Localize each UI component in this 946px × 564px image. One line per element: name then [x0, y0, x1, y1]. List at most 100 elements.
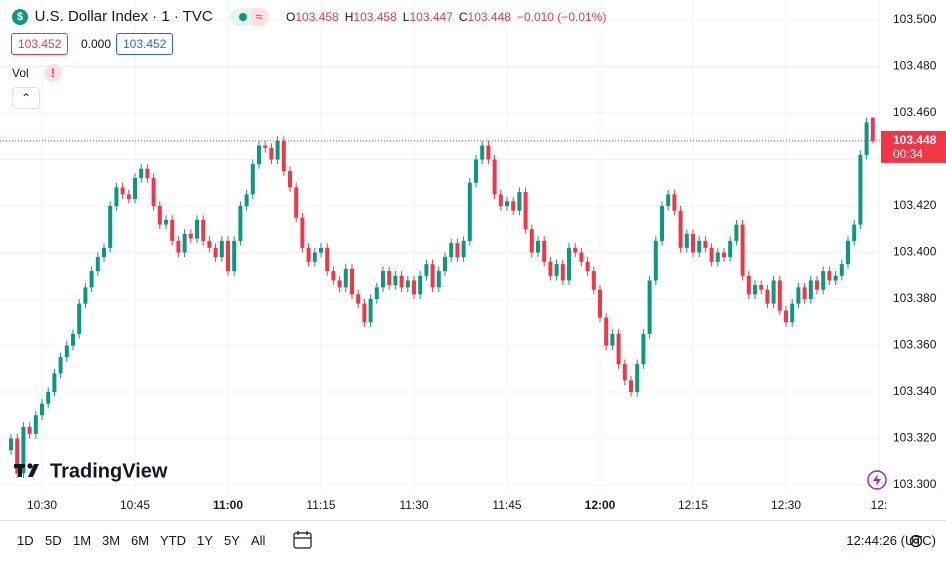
ask-box[interactable]: 103.452 — [116, 33, 174, 55]
candle-body — [58, 357, 63, 374]
y-tick-label: 103.300 — [893, 477, 937, 491]
range-button[interactable]: 3M — [102, 533, 121, 548]
candle-body — [157, 206, 162, 225]
candle-body — [238, 206, 243, 241]
candle-body — [164, 219, 168, 225]
volume-alert[interactable]: ! — [44, 64, 62, 82]
spread: 0.000 — [81, 37, 112, 51]
candle-body — [120, 187, 125, 195]
candle-body — [387, 271, 392, 286]
y-tick-label: 103.460 — [893, 105, 937, 119]
candle-body — [629, 380, 633, 393]
settings-icon[interactable] — [909, 534, 923, 548]
range-button[interactable]: 6M — [131, 533, 150, 548]
candle-body — [777, 280, 782, 311]
y-tick-label: 103.320 — [893, 431, 937, 445]
market-status[interactable]: ≈ — [230, 8, 270, 26]
candle-body — [641, 333, 646, 365]
y-tick-label: 103.500 — [893, 12, 937, 26]
x-tick-label: 10:30 — [27, 498, 57, 512]
ohlc-key: C — [458, 10, 468, 24]
candle-body — [244, 194, 249, 207]
candle-body — [368, 299, 373, 323]
candle-body — [188, 233, 193, 239]
collapse-button[interactable]: ⌃ — [12, 87, 40, 109]
candle-body — [622, 364, 627, 381]
candle-body — [536, 240, 540, 253]
range-button[interactable]: 1M — [73, 533, 92, 548]
x-tick-label: 11:45 — [492, 498, 521, 512]
candle-body — [219, 240, 224, 258]
range-button[interactable]: YTD — [160, 533, 186, 548]
candle-body — [697, 240, 702, 253]
candle-body — [567, 247, 571, 281]
candle-body — [213, 247, 218, 258]
candle-body — [852, 224, 857, 241]
candle-body — [846, 240, 850, 265]
y-tick-label: 103.420 — [893, 198, 937, 212]
candle-body — [604, 317, 609, 346]
candle-body — [288, 171, 292, 188]
candle-body — [21, 426, 26, 474]
range-button[interactable]: 1Y — [197, 533, 213, 548]
candle-body — [610, 333, 615, 346]
candle-body — [418, 275, 423, 295]
candle-body — [399, 275, 404, 288]
candle-body — [498, 194, 503, 207]
candle-body — [870, 117, 875, 141]
candle-body — [424, 264, 429, 276]
candle-body — [771, 280, 776, 304]
candle-body — [864, 122, 869, 155]
calendar-icon[interactable] — [293, 531, 312, 549]
candle-body — [325, 247, 330, 272]
flash-icon[interactable] — [867, 470, 887, 490]
candle-body — [666, 194, 671, 207]
candle-body — [808, 280, 813, 300]
bid-box[interactable]: 103.452 — [11, 33, 69, 55]
candle-body — [9, 438, 13, 451]
range-button[interactable]: 5Y — [224, 533, 240, 548]
candle-body — [827, 271, 832, 281]
candle-body — [740, 224, 745, 276]
candle-body — [430, 264, 435, 288]
candle-body — [815, 280, 819, 290]
candle-body — [691, 233, 695, 253]
chart-background — [0, 0, 946, 520]
candle-body — [337, 280, 342, 288]
candle-body — [83, 287, 88, 304]
candle-body — [114, 187, 119, 207]
candle-body — [467, 182, 472, 241]
candle-body — [635, 364, 640, 393]
candle-body — [486, 145, 491, 160]
candle-body — [821, 271, 826, 290]
ohlc-value: 103.458 — [295, 10, 339, 24]
candle-body — [436, 271, 441, 288]
range-button[interactable]: 5D — [45, 533, 62, 548]
change: −0.010 (−0.01%) — [516, 10, 607, 24]
range-button[interactable]: All — [251, 533, 266, 548]
candle-body — [331, 271, 336, 281]
candle-body — [201, 219, 206, 241]
x-tick-label: 12: — [871, 498, 888, 512]
candle-body — [858, 154, 863, 225]
symbol-icon: $ — [12, 8, 28, 25]
symbol-title: U.S. Dollar Index · 1 · TVC — [34, 8, 213, 26]
y-tick-label: 103.360 — [893, 338, 937, 352]
candle-body — [133, 178, 137, 200]
candle-body — [319, 247, 323, 253]
candle-body — [300, 217, 305, 248]
candle-body — [52, 373, 57, 393]
candle-body — [461, 240, 466, 258]
candle-body — [350, 268, 354, 295]
candle-body — [443, 257, 447, 272]
candle-body — [95, 257, 100, 272]
last-price-label: 103.448 — [893, 133, 937, 147]
x-tick-label: 11:15 — [306, 498, 335, 512]
x-tick-label: 10:45 — [120, 498, 150, 512]
candle-body — [250, 164, 255, 195]
candle-body — [722, 252, 726, 258]
last-price-tag — [881, 130, 946, 163]
range-button[interactable]: 1D — [17, 533, 34, 548]
candle-body — [195, 219, 199, 239]
